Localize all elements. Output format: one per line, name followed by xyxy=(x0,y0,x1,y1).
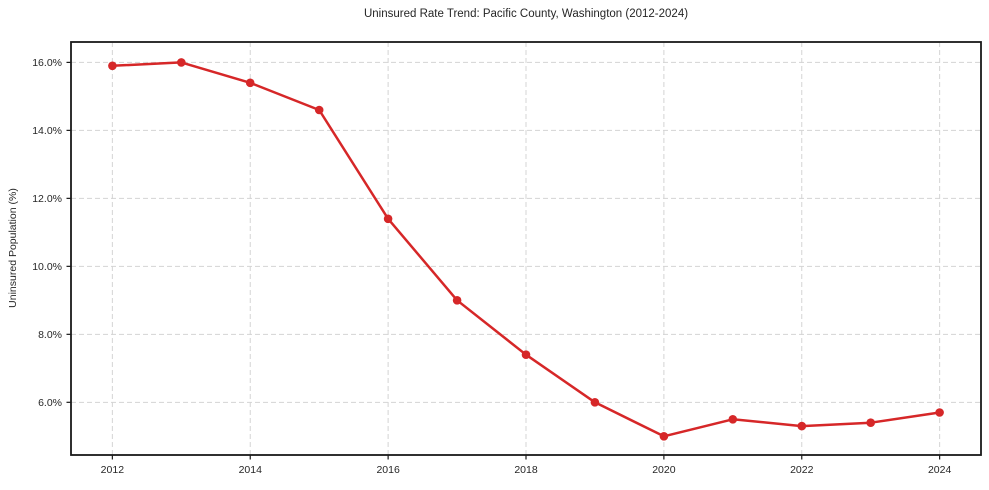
data-point xyxy=(245,78,255,88)
x-tick-label: 2024 xyxy=(928,464,952,476)
data-point xyxy=(177,58,186,67)
data-point xyxy=(797,421,807,431)
data-point xyxy=(108,61,117,71)
data-point xyxy=(659,432,669,441)
chart-title: Uninsured Rate Trend: Pacific County, Wa… xyxy=(363,8,689,20)
data-point xyxy=(590,398,600,407)
x-tick-label: 2012 xyxy=(101,464,125,476)
x-tick-label: 2022 xyxy=(790,464,814,476)
y-tick-label: 12.0% xyxy=(32,193,62,205)
y-tick-label: 14.0% xyxy=(32,125,62,137)
x-tick-label: 2018 xyxy=(514,464,538,476)
data-points xyxy=(108,58,944,441)
data-point xyxy=(866,418,875,428)
y-tick-label: 16.0% xyxy=(32,57,62,69)
axis-frame xyxy=(70,41,982,456)
tick-labels: 6.0% 8.0% 10.0% 12.0% 14.0% 16.0% 2012 2014 2016… xyxy=(32,57,951,476)
x-tick-label: 2020 xyxy=(652,464,676,476)
axis-ticks xyxy=(66,61,941,460)
y-tick-label: 6.0% xyxy=(38,397,62,409)
y-tick-label: 8.0% xyxy=(38,329,62,341)
data-point xyxy=(383,214,393,224)
y-axis-label: Uninsured Population (%) xyxy=(7,188,19,308)
data-point xyxy=(728,415,738,424)
data-point xyxy=(314,105,324,115)
x-tick-label: 2014 xyxy=(239,464,263,476)
grid-lines xyxy=(71,42,981,455)
data-point xyxy=(521,350,531,360)
y-tick-label: 10.0% xyxy=(32,261,62,273)
data-point xyxy=(452,296,462,305)
x-tick-label: 2016 xyxy=(376,464,400,476)
data-point xyxy=(935,408,944,417)
